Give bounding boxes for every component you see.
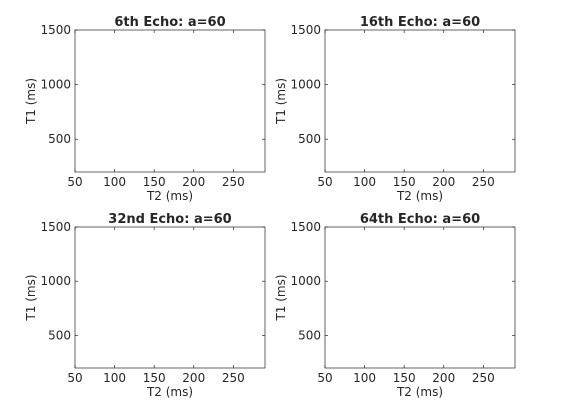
y-tick-label: 500	[298, 328, 321, 342]
subplot-title: 32nd Echo: a=60	[108, 212, 231, 227]
y-axis-label: T1 (ms)	[274, 78, 288, 125]
y-tick-label: 1500	[40, 220, 71, 234]
x-tick-label: 50	[317, 371, 332, 385]
subplot-64th-echo: 50 100 150 200 250 500 1000 1500 64th Echo: a=60…	[274, 212, 516, 399]
y-tick-label: 1000	[290, 274, 321, 288]
x-axis-label: T2 (ms)	[396, 189, 443, 203]
x-tick-label: 50	[317, 175, 332, 189]
y-tick-label: 500	[298, 132, 321, 146]
subplot-6th-echo: 50 100 150 200 250 500 1000 1500 6th Echo: a=60 T…	[24, 15, 266, 203]
x-tick-label: 150	[143, 175, 166, 189]
axes-frame	[324, 29, 516, 173]
x-tick-label: 100	[353, 371, 376, 385]
x-tick-label: 150	[143, 371, 166, 385]
x-tick-label: 200	[182, 175, 205, 189]
x-tick-label: 50	[67, 371, 82, 385]
subplot-title: 64th Echo: a=60	[360, 212, 480, 227]
x-tick-label: 200	[432, 371, 455, 385]
y-tick-label: 1000	[40, 78, 71, 92]
x-tick-label: 100	[353, 175, 376, 189]
x-tick-label: 50	[67, 175, 82, 189]
y-tick-label: 1500	[290, 23, 321, 37]
x-tick-label: 100	[103, 371, 126, 385]
y-axis-label: T1 (ms)	[24, 78, 38, 125]
x-axis-label: T2 (ms)	[146, 189, 193, 203]
subplot-title: 6th Echo: a=60	[114, 15, 225, 30]
subplot-title: 16th Echo: a=60	[360, 15, 480, 30]
x-axis-label: T2 (ms)	[396, 385, 443, 399]
axes-frame	[74, 226, 266, 369]
y-tick-label: 500	[48, 132, 71, 146]
x-tick-label: 150	[393, 175, 416, 189]
x-tick-label: 250	[472, 371, 495, 385]
x-tick-label: 200	[182, 371, 205, 385]
subplot-32nd-echo: 50 100 150 200 250 500 1000 1500 32nd Echo: a=60…	[24, 212, 266, 399]
x-tick-label: 150	[393, 371, 416, 385]
x-tick-label: 250	[222, 175, 245, 189]
x-tick-label: 200	[432, 175, 455, 189]
x-tick-label: 250	[472, 175, 495, 189]
x-tick-label: 250	[222, 371, 245, 385]
subplot-16th-echo: 50 100 150 200 250 500 1000 1500 16th Echo: a=60…	[274, 15, 516, 203]
y-tick-label: 1000	[40, 274, 71, 288]
x-tick-label: 100	[103, 175, 126, 189]
y-tick-label: 1500	[40, 23, 71, 37]
axes-frame	[74, 29, 266, 173]
y-axis-label: T1 (ms)	[274, 274, 288, 321]
y-axis-label: T1 (ms)	[24, 274, 38, 321]
y-tick-label: 1500	[290, 220, 321, 234]
x-axis-label: T2 (ms)	[146, 385, 193, 399]
y-tick-label: 1000	[290, 78, 321, 92]
y-tick-label: 500	[48, 328, 71, 342]
axes-frame	[324, 226, 516, 369]
